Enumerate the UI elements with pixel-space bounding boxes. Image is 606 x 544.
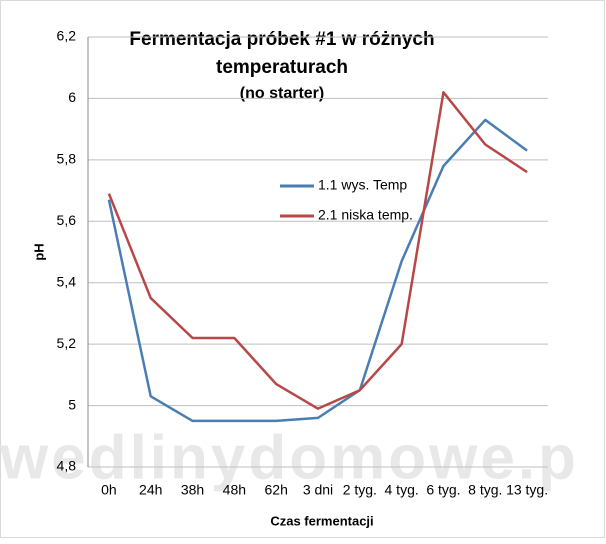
series-line bbox=[107, 91, 528, 410]
x-tick-label: 3 dni bbox=[303, 482, 333, 498]
legend-label: 2.1 niska temp. bbox=[318, 207, 413, 223]
y-tick-label: 6,2 bbox=[57, 28, 77, 44]
x-tick-label: 4 tyg. bbox=[385, 482, 419, 498]
x-tick-label: 8 tyg. bbox=[468, 482, 502, 498]
y-tick-label: 5,4 bbox=[57, 273, 77, 289]
y-axis-title: pH bbox=[31, 243, 46, 260]
watermark: wedlinydomowe.p bbox=[0, 423, 579, 492]
y-tick-label: 5,8 bbox=[57, 151, 77, 167]
y-tick-label: 4,8 bbox=[57, 458, 77, 474]
y-tick-label: 6 bbox=[68, 89, 76, 105]
x-tick-label: 62h bbox=[265, 482, 288, 498]
legend-label: 1.1 wys. Temp bbox=[318, 177, 407, 193]
x-tick-label: 13 tyg. bbox=[506, 482, 548, 498]
y-tick-label: 5,2 bbox=[57, 335, 77, 351]
chart-title-line2: temperaturach bbox=[216, 57, 348, 78]
chart-subtitle: (no starter) bbox=[240, 85, 324, 102]
x-tick-label: 2 tyg. bbox=[343, 482, 377, 498]
x-tick-label: 48h bbox=[223, 482, 246, 498]
x-tick-label: 24h bbox=[139, 482, 162, 498]
x-tick-label: 38h bbox=[181, 482, 204, 498]
series-line bbox=[107, 118, 528, 423]
x-tick-label: 0h bbox=[101, 482, 117, 498]
x-axis-title: Czas fermentacji bbox=[270, 513, 373, 528]
chart-title: Fermentacja próbek #1 w różnych bbox=[129, 29, 434, 50]
y-tick-label: 5 bbox=[68, 396, 76, 412]
y-tick-label: 5,6 bbox=[57, 212, 77, 228]
x-tick-label: 6 tyg. bbox=[426, 482, 460, 498]
